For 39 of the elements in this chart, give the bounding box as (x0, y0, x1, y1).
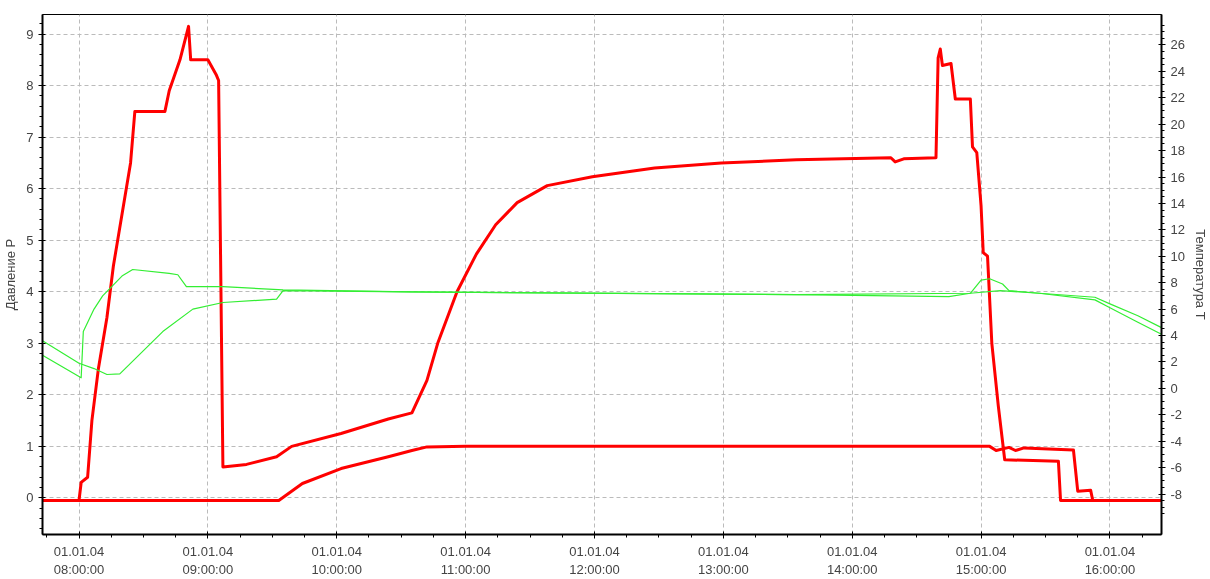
x-tick-label: 01.01.04 08:00:00 (53, 543, 105, 577)
y2-tick-label: 0 (1170, 380, 1178, 396)
y2-tick-label: 16 (1170, 169, 1185, 185)
x-tick-label: 01.01.04 14:00:00 (826, 543, 878, 577)
y2-tick-label: 22 (1170, 90, 1185, 106)
x-tick-label: 01.01.04 09:00:00 (182, 543, 234, 577)
x-tick-label: 01.01.04 16:00:00 (1084, 543, 1136, 577)
y2-tick-label: -6 (1170, 460, 1183, 476)
y2-tick-label: 24 (1170, 63, 1185, 79)
y2-axis-title: Температура T (1192, 229, 1208, 320)
x-tick-label: 01.01.04 12:00:00 (569, 543, 620, 577)
x-tick-label: 01.01.04 15:00:00 (955, 543, 1007, 577)
y2-tick-label: 18 (1170, 143, 1185, 159)
y-tick-label: 1 (26, 438, 34, 454)
x-tick-label: 01.01.04 10:00:00 (311, 543, 363, 577)
y-tick-label: 3 (26, 335, 34, 351)
y2-tick-label: 12 (1170, 222, 1185, 238)
y2-tick-label: 2 (1170, 354, 1178, 370)
y-tick-label: 8 (26, 78, 34, 94)
y2-tick-label: 6 (1170, 301, 1178, 317)
y2-tick-label: 8 (1170, 275, 1178, 291)
y2-tick-label: 10 (1170, 248, 1185, 264)
y-tick-label: 6 (26, 181, 34, 197)
y-tick-label: 0 (26, 490, 34, 506)
y2-tick-label: 20 (1170, 116, 1185, 132)
y-tick-label: 4 (26, 284, 34, 300)
y2-tick-label: 14 (1170, 195, 1185, 211)
y2-tick-label: -4 (1170, 433, 1183, 449)
y-tick-label: 9 (26, 26, 34, 42)
y-tick-label: 2 (26, 387, 34, 403)
y2-tick-label: -2 (1170, 407, 1183, 423)
x-tick-label: 01.01.04 13:00:00 (698, 543, 749, 577)
x-tick-label: 01.01.04 11:00:00 (440, 543, 491, 577)
y-tick-label: 5 (26, 232, 34, 248)
y2-tick-label: 4 (1170, 328, 1178, 344)
y2-tick-label: -8 (1170, 486, 1183, 502)
y-tick-label: 7 (26, 129, 34, 145)
y2-tick-label: 26 (1170, 37, 1185, 53)
y-axis-title: Давление P (3, 238, 19, 311)
